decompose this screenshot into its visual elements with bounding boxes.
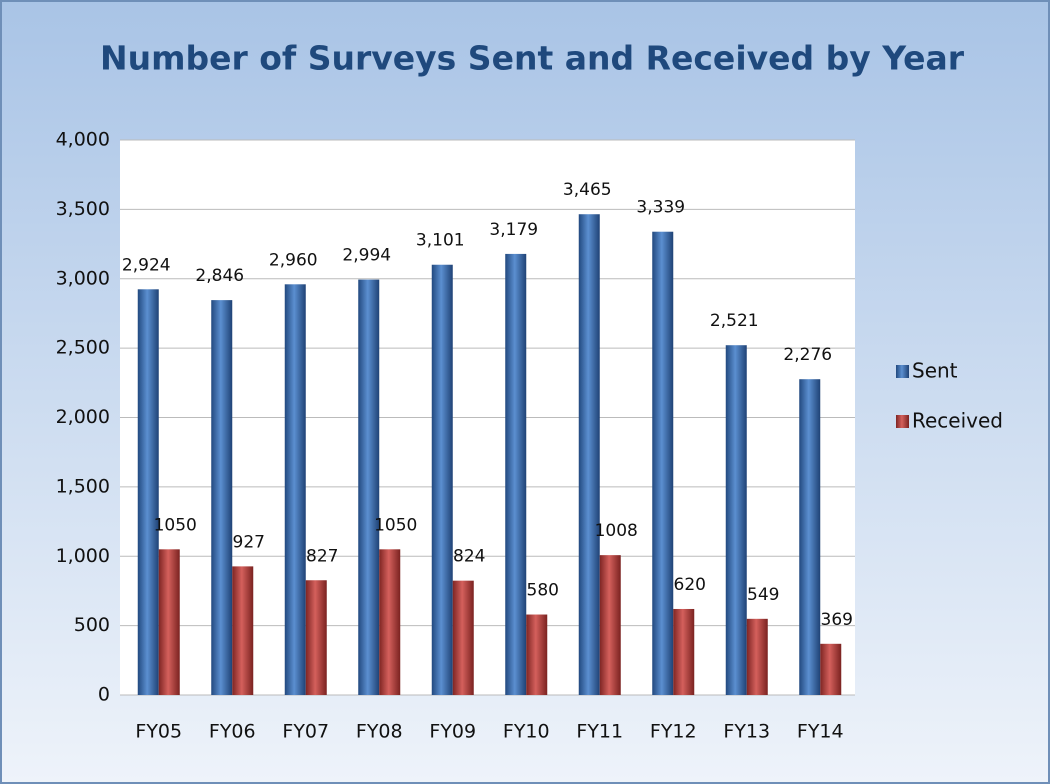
data-label: 1050 [374,515,417,535]
x-tick-label: FY11 [576,721,623,743]
bar [452,580,474,695]
data-label: 2,924 [122,255,171,275]
y-tick-label: 3,000 [56,267,110,289]
data-label: 549 [747,585,779,605]
data-label: 3,339 [636,198,685,218]
bar [137,289,159,695]
data-label: 1008 [595,521,638,541]
data-label: 2,276 [783,345,832,365]
bar [284,284,306,695]
bar [725,345,747,695]
data-label: 2,994 [342,246,391,266]
data-label: 620 [674,575,706,595]
bar [431,264,453,695]
data-label: 1050 [154,515,197,535]
y-tick-label: 1,000 [56,545,110,567]
data-label: 2,846 [195,266,244,286]
y-tick-label: 4,000 [56,129,110,151]
bar [526,614,548,695]
x-tick-label: FY09 [429,721,476,743]
x-tick-label: FY07 [282,721,329,743]
data-label: 2,960 [269,250,318,270]
x-tick-label: FY14 [797,721,844,743]
bar [158,549,180,695]
legend-swatch [896,415,909,428]
bar [578,214,600,695]
x-tick-label: FY13 [723,721,770,743]
data-label: 824 [453,547,485,567]
bar [305,580,327,695]
bar [358,279,380,695]
legend-label: Sent [912,359,958,383]
y-tick-label: 0 [98,684,110,706]
bar [211,300,233,695]
x-tick-label: FY08 [356,721,403,743]
bar [673,608,695,695]
bar [232,566,254,695]
data-label: 3,179 [489,220,538,240]
x-tick-label: FY06 [209,721,256,743]
bar [820,643,842,695]
legend-swatch [896,365,909,378]
bar [799,379,821,695]
data-label: 3,101 [416,231,465,251]
data-label: 3,465 [563,180,612,200]
x-tick-label: FY05 [135,721,182,743]
bar [652,231,674,695]
data-label: 369 [821,610,853,630]
y-tick-label: 500 [74,614,110,636]
bar [505,253,527,695]
bar [379,549,401,695]
legend-label: Received [912,409,1003,433]
chart-title: Number of Surveys Sent and Received by Y… [100,39,965,78]
bar [599,555,621,695]
bar [746,618,768,695]
data-label: 580 [527,581,559,601]
y-tick-label: 2,000 [56,406,110,428]
x-tick-label: FY10 [503,721,550,743]
y-tick-label: 1,500 [56,475,110,497]
y-tick-label: 3,500 [56,198,110,220]
data-label: 2,521 [710,311,759,331]
y-tick-label: 2,500 [56,337,110,359]
data-label: 927 [233,532,265,552]
data-label: 827 [306,546,338,566]
x-tick-label: FY12 [650,721,697,743]
